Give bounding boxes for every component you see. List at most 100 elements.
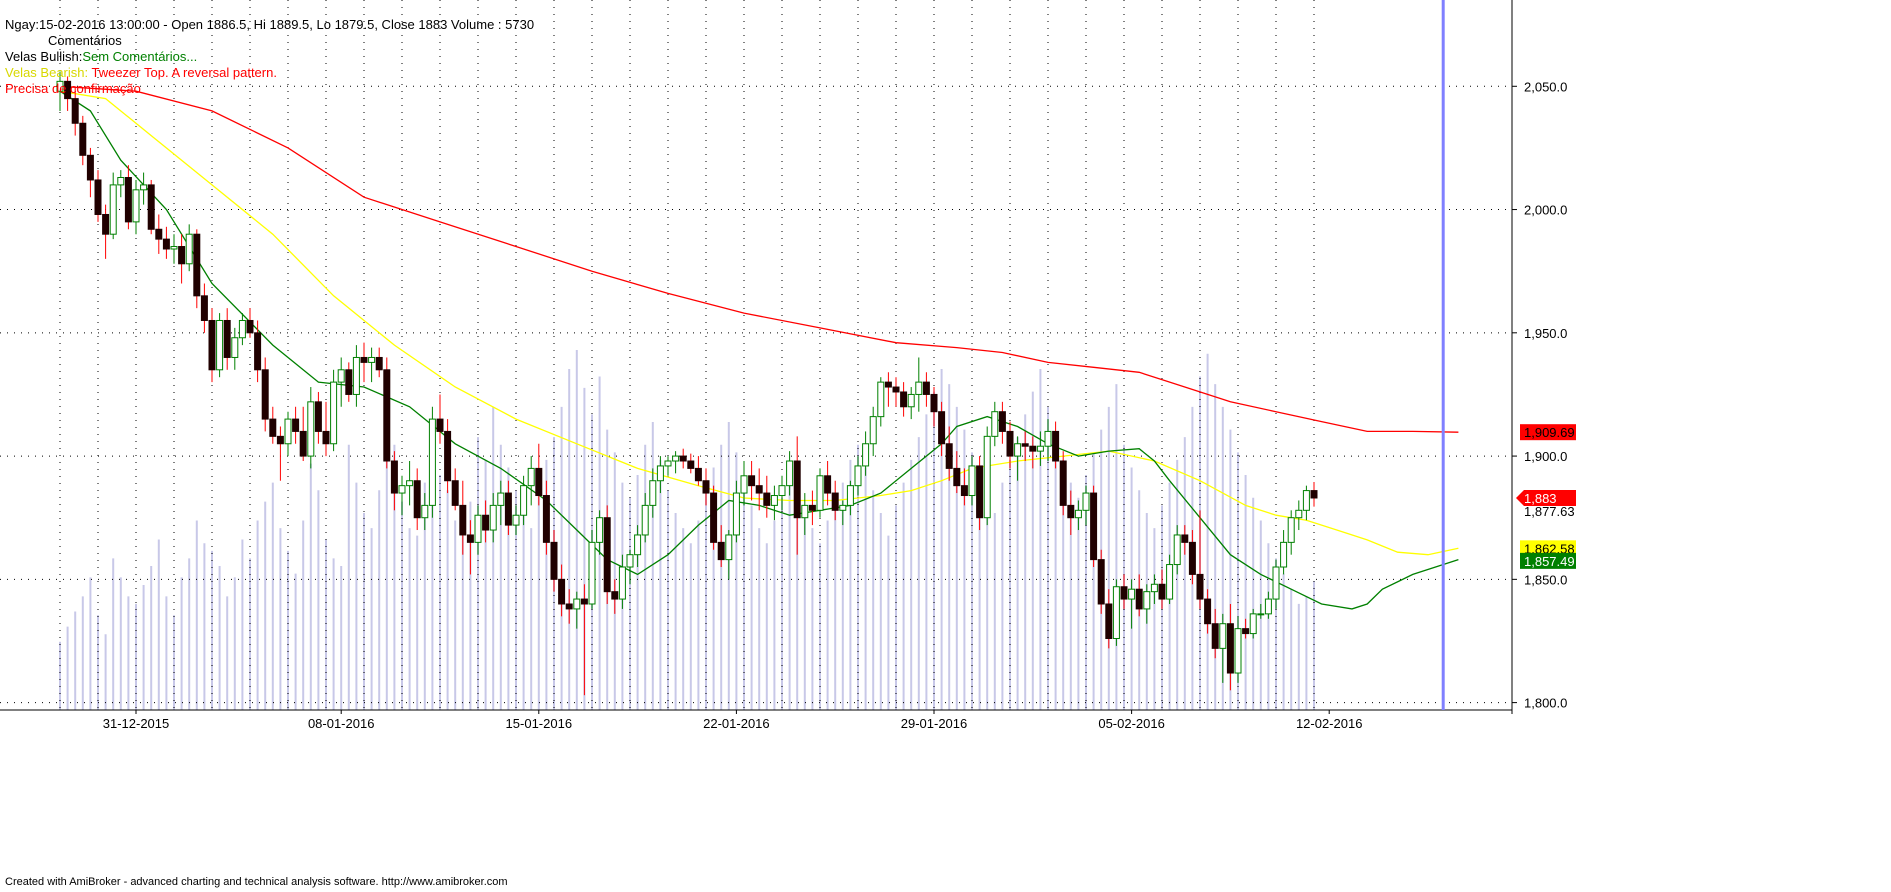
candle-body <box>1219 623 1227 649</box>
candle-body <box>892 386 900 393</box>
price-tag-bg <box>1516 489 1576 506</box>
amibroker-footer: Created with AmiBroker - advanced charti… <box>5 876 508 888</box>
price-tag-label: 1,877.63 <box>1524 504 1575 519</box>
candle-body <box>740 475 748 494</box>
candle-body <box>862 443 870 467</box>
candle-body <box>801 504 809 519</box>
price-tag-label: 1,883 <box>1524 491 1557 506</box>
candle-body <box>474 514 482 543</box>
candle-body <box>231 337 239 358</box>
candle-body <box>1021 443 1029 447</box>
y-tick-label: 2,050.0 <box>1524 79 1567 94</box>
candle-body <box>960 485 968 497</box>
candle-body <box>246 319 254 334</box>
candle-body <box>330 381 338 445</box>
candle-body <box>1135 588 1143 610</box>
candle-body <box>702 480 710 494</box>
candle-body <box>694 467 702 482</box>
y-tick-label: 1,800.0 <box>1524 696 1567 711</box>
candle-body <box>1242 628 1250 635</box>
candle-body <box>1226 623 1234 674</box>
candle-body <box>907 393 915 408</box>
candle-body <box>261 369 269 420</box>
candle-body <box>504 492 512 526</box>
candle-body <box>884 381 892 388</box>
candle-body <box>124 177 132 223</box>
candle-body <box>147 184 155 230</box>
moving-averages <box>59 85 1459 610</box>
candle-body <box>102 213 110 235</box>
candle-body <box>512 514 520 526</box>
candle-body <box>383 369 391 462</box>
candle-body <box>656 465 664 482</box>
candle-body <box>877 381 885 418</box>
candle-body <box>710 492 718 543</box>
candle-body <box>687 460 695 469</box>
candle-body <box>1196 573 1204 600</box>
candle-body <box>436 418 444 432</box>
candle-body <box>284 418 292 445</box>
candle-body <box>1181 534 1189 543</box>
candle-body <box>1302 490 1310 511</box>
candle-body <box>968 465 976 497</box>
candle-body <box>603 517 611 593</box>
candle-body <box>71 98 79 124</box>
candle-body <box>664 460 672 467</box>
candle-body <box>1036 445 1044 452</box>
candle-body <box>1006 430 1014 457</box>
x-tick-label: 29-01-2016 <box>901 716 968 731</box>
bullish-comment: Velas Bullish:Sem Comentários... <box>5 49 197 65</box>
candle-body <box>1158 583 1166 600</box>
candle-body <box>558 578 566 605</box>
price-tag-bg <box>1520 552 1576 569</box>
candle-body <box>1143 591 1151 610</box>
candle-body <box>117 177 125 186</box>
candle-body <box>626 554 634 568</box>
candle-body <box>1090 492 1098 561</box>
candle-body <box>1029 445 1037 452</box>
candle-body <box>793 460 801 519</box>
price-axis: 1,800.0 1,850.0 1,900.0 1,950.0 2,000.0 2,050… <box>1511 0 1567 714</box>
candle-body <box>1264 598 1272 615</box>
candle-body <box>1272 566 1280 600</box>
candle-body <box>406 480 414 487</box>
bearish-comment: Velas Bearish: Tweezer Top. A reversal p… <box>5 65 277 81</box>
candle-body <box>238 319 246 339</box>
candle-body <box>1249 613 1257 635</box>
candle-body <box>770 495 778 506</box>
candle-body <box>398 485 406 494</box>
candle-body <box>983 435 991 519</box>
candle-body <box>1097 559 1105 605</box>
candle-body <box>938 411 946 445</box>
ma-mid-line <box>59 90 1459 556</box>
candle-body <box>292 418 300 432</box>
candle-body <box>86 154 94 181</box>
candle-body <box>824 475 832 494</box>
candle-body <box>565 603 573 610</box>
candle-body <box>345 369 353 395</box>
candle-body <box>672 455 680 462</box>
candle-body <box>976 465 984 519</box>
candle-body <box>1280 541 1288 568</box>
candle-body <box>953 467 961 487</box>
candle-body <box>254 332 262 371</box>
confirmation-note: Precisa de confirmação <box>5 81 141 96</box>
candle-body <box>1059 460 1067 506</box>
candle-body <box>641 504 649 536</box>
candle-body <box>535 467 543 497</box>
candle-body <box>725 534 733 561</box>
candle-body <box>1082 492 1090 511</box>
candle-body <box>390 460 398 494</box>
candle-body <box>1204 598 1212 625</box>
candle-body <box>1120 586 1128 600</box>
price-tag-bg <box>1520 424 1576 441</box>
candle-body <box>1234 628 1242 674</box>
candle-body <box>109 184 117 235</box>
ohlc-info-line: Ngay:15-02-2016 13:00:00 - Open 1886.5, … <box>5 17 535 32</box>
candle-body <box>482 514 490 531</box>
candle-body <box>998 411 1006 432</box>
candle-body <box>269 418 277 437</box>
